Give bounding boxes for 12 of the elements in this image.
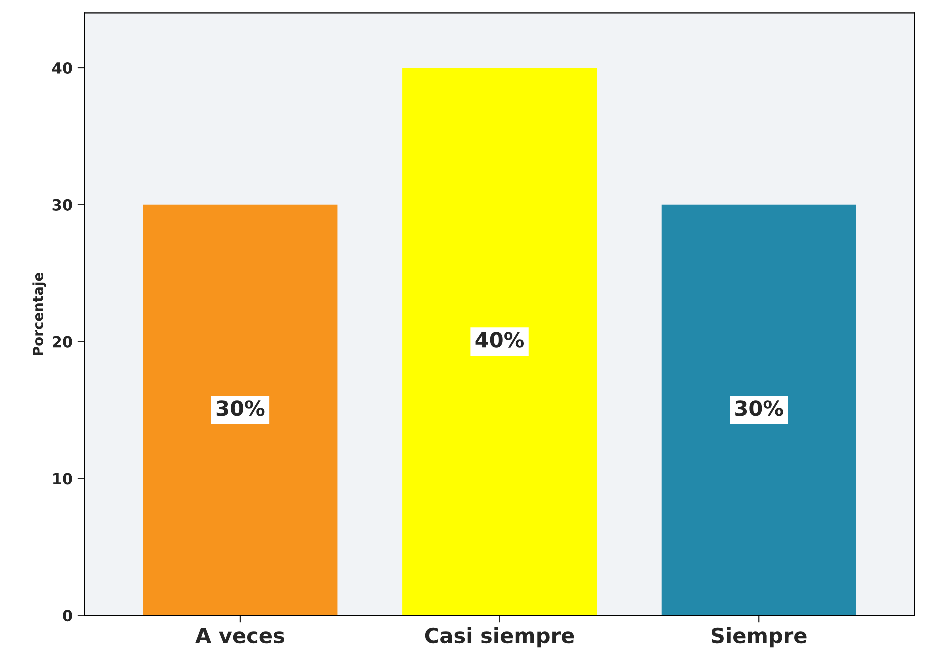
y-axis-title: Porcentaje [32,272,46,356]
y-tick-label: 20 [53,336,72,348]
y-tick-label: 0 [63,610,72,622]
y-tick-label: 10 [54,473,72,485]
y-tick-label: 30 [52,199,72,211]
x-tick-label: A veces [196,628,284,644]
data-label: 30% [216,400,265,416]
data-label: 30% [736,400,784,416]
x-tick-label: Siempre [712,627,807,648]
x-tick-label: Casi siempre [425,627,574,648]
data-label: 40% [476,332,524,348]
y-tick-label: 40 [52,62,72,74]
